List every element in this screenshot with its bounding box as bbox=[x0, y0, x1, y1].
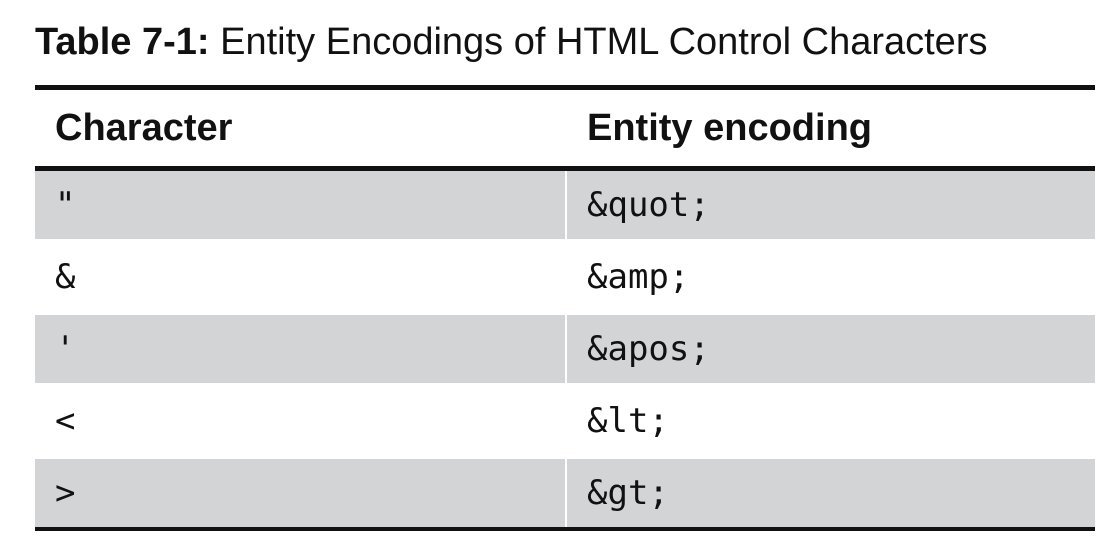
character-cell: > bbox=[55, 473, 76, 513]
table-header-rule bbox=[35, 166, 1095, 171]
table-row: > &gt; bbox=[35, 459, 1095, 527]
table-top-rule bbox=[35, 85, 1095, 90]
caption-title: Entity Encodings of HTML Control Charact… bbox=[220, 21, 988, 63]
encoding-cell: &amp; bbox=[565, 243, 1095, 311]
table-row: ' &apos; bbox=[35, 315, 1095, 383]
header-entity-encoding: Entity encoding bbox=[587, 107, 872, 149]
entity-encodings-table: Character Entity encoding " &quot; & &am… bbox=[35, 85, 1095, 531]
encoding-cell: &quot; bbox=[565, 171, 1095, 239]
table-row: & &amp; bbox=[35, 243, 1095, 311]
table-row: " &quot; bbox=[35, 171, 1095, 239]
header-character: Character bbox=[55, 107, 233, 149]
character-cell: < bbox=[55, 401, 76, 441]
encoding-cell: &apos; bbox=[565, 315, 1095, 383]
table-bottom-rule bbox=[35, 527, 1095, 531]
table-header-row: Character Entity encoding bbox=[35, 90, 1095, 166]
character-cell: " bbox=[55, 185, 76, 225]
encoding-cell: &gt; bbox=[565, 459, 1095, 527]
table-row: < &lt; bbox=[35, 387, 1095, 455]
character-cell: ' bbox=[55, 329, 76, 369]
character-cell: & bbox=[55, 257, 76, 297]
encoding-cell: &lt; bbox=[565, 387, 1095, 455]
caption-label: Table 7-1: bbox=[35, 21, 210, 63]
table-caption: Table 7-1: Entity Encodings of HTML Cont… bbox=[35, 12, 1115, 72]
caption-text: Entity Encodings of HTML Control Charact… bbox=[210, 12, 988, 72]
